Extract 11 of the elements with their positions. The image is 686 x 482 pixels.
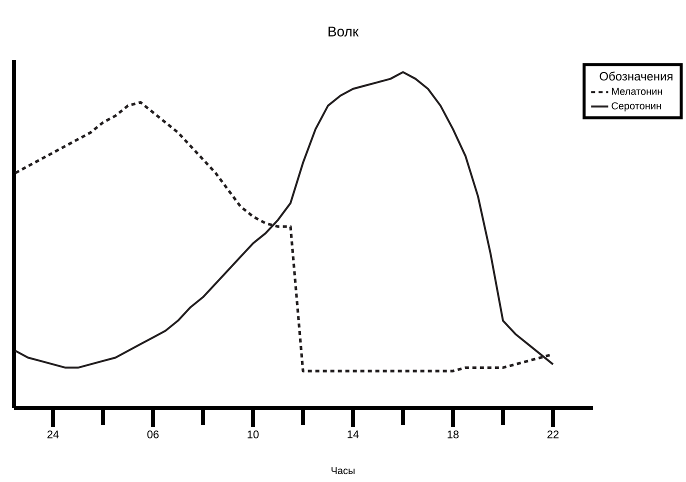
x-tick-label: 10 (248, 430, 259, 438)
legend-title: Обозначения (600, 72, 672, 81)
legend-label: Серотонин (612, 102, 661, 112)
x-tick-label: 22 (547, 430, 559, 438)
x-tick-label: 14 (348, 430, 359, 438)
x-tick-label: 06 (147, 430, 159, 438)
x-tick-label: 18 (448, 430, 459, 438)
legend-label: Мелатонин (612, 88, 662, 95)
x-axis-title: Часы (332, 467, 355, 474)
x-tick-label: 24 (47, 430, 59, 438)
chart-title: Волк (328, 26, 359, 36)
